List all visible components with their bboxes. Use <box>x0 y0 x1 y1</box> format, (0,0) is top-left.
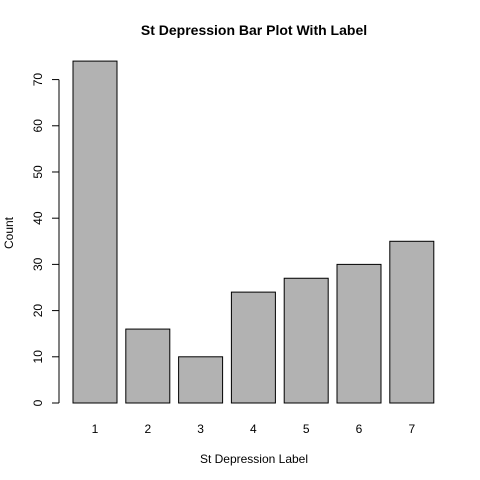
bar-1 <box>72 60 118 404</box>
y-tick-label: 40 <box>31 211 45 225</box>
bar-5 <box>283 277 329 404</box>
x-tick-labels: 1 2 3 4 5 6 7 <box>92 422 416 436</box>
bar-2 <box>125 328 171 404</box>
y-tick-label: 30 <box>31 257 45 271</box>
x-tick-label: 4 <box>250 422 257 436</box>
y-axis-label: Count <box>2 216 16 249</box>
bar-3 <box>178 356 224 404</box>
y-axis: 0 10 20 30 40 50 60 70 <box>31 73 60 406</box>
bar-4 <box>230 291 276 404</box>
bars-group <box>72 60 435 404</box>
x-tick-label: 6 <box>356 422 363 436</box>
y-tick-label: 70 <box>31 73 45 87</box>
y-tick-label: 20 <box>31 304 45 318</box>
y-tick-label: 50 <box>31 165 45 179</box>
y-tick-label: 10 <box>31 350 45 364</box>
x-tick-label: 1 <box>92 422 99 436</box>
bar-6 <box>336 263 382 404</box>
x-tick-label: 5 <box>303 422 310 436</box>
bar-7 <box>389 240 435 404</box>
x-axis-label: St Depression Label <box>200 452 308 466</box>
x-tick-label: 3 <box>197 422 204 436</box>
y-tick-label: 60 <box>31 119 45 133</box>
x-tick-label: 7 <box>408 422 415 436</box>
y-tick-label: 0 <box>31 399 45 406</box>
chart-title: St Depression Bar Plot With Label <box>141 22 367 38</box>
x-tick-label: 2 <box>144 422 151 436</box>
